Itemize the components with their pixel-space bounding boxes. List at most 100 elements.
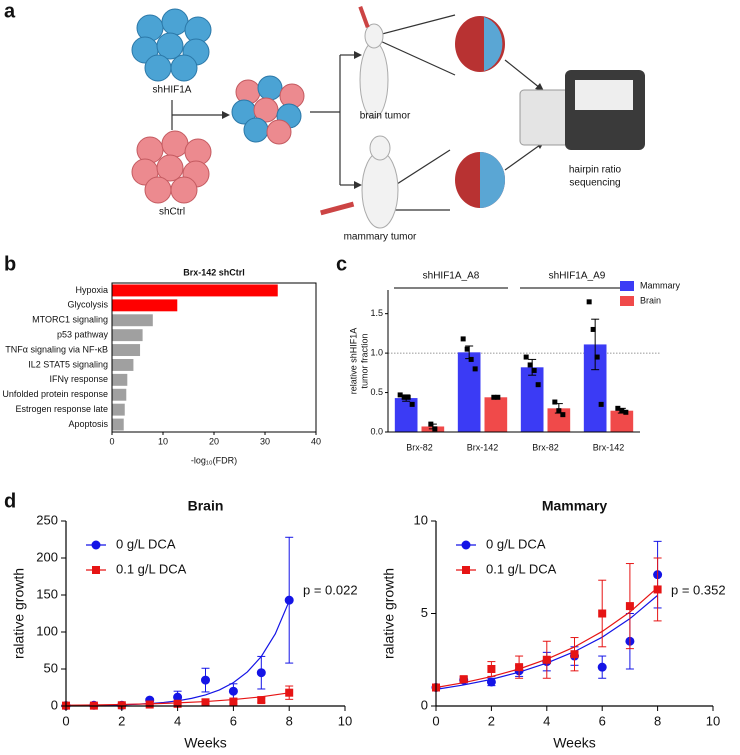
data-point [256,668,266,678]
x-tick-label: 2 [488,713,495,728]
y-axis-label: ralative growth [11,568,27,659]
data-point [257,696,266,705]
cells-red [131,130,212,204]
bar [112,329,143,342]
data-point [495,394,501,400]
x-axis-label: Weeks [553,735,596,751]
x-tick-label: 40 [311,436,321,446]
data-point [460,336,466,342]
x-axis-label: -log₁₀(FDR) [191,455,237,465]
data-point [285,688,294,697]
legend-label: Brain [640,295,661,305]
tumor-brain [455,16,505,72]
data-point [409,401,415,407]
mouse-mammary [320,135,399,229]
data-point [401,394,407,400]
panel-label: d [4,490,16,512]
group-label: shHIF1A_A9 [549,271,606,282]
data-point [229,697,238,706]
x-tick-label: Brx-142 [467,442,499,452]
x-axis-label: Weeks [184,735,227,751]
bar [112,418,124,431]
sequencer [519,70,645,150]
diagram-label: shHIF1A [153,85,192,96]
x-tick-label: 10 [158,436,168,446]
bar [112,403,125,416]
y-tick-label: 50 [44,660,58,675]
data-point [552,399,558,405]
data-point [515,663,524,672]
data-point [117,701,126,710]
diagram-label: mammary tumor [344,232,417,243]
group-label: shHIF1A_A8 [423,271,480,282]
data-point [625,602,634,611]
chart-title: Brain [188,498,224,514]
data-point [570,650,579,659]
y-tick-label: 0 [421,697,428,712]
data-point [284,595,294,605]
x-tick-label: 6 [230,713,237,728]
legend-label: 0.1 g/L DCA [486,561,557,576]
data-point [590,326,596,332]
y-tick-label: 100 [36,623,58,638]
x-tick-label: 2 [118,713,125,728]
data-point [432,426,438,432]
data-point [597,662,607,672]
bar [112,358,134,371]
annotation: p = 0.022 [303,582,358,597]
chart-title: Brx-142 shCtrl [183,267,245,277]
y-tick-label: 250 [36,512,58,527]
data-point [491,394,497,400]
data-point [542,655,551,664]
data-point [527,362,533,368]
legend-marker [91,540,101,550]
data-point [623,409,629,415]
x-tick-label: 0 [62,713,69,728]
data-point [397,392,403,398]
x-tick-label: 0 [432,713,439,728]
panel-label: b [4,253,16,275]
bar [112,344,141,357]
bar [112,284,278,297]
data-point [468,356,474,362]
panel-label: a [4,0,16,22]
y-tick-label: IL2 STAT5 signaling [28,359,108,369]
data-point [594,354,600,360]
y-tick-label: 0 [51,697,58,712]
panel-label: c [336,253,347,275]
x-tick-label: 0 [109,436,114,446]
y-tick-label: Estrogen response late [15,404,108,414]
data-point [228,686,238,696]
data-point [201,675,210,685]
y-tick-label: Hypoxia [75,285,108,295]
y-axis-label: ralative growth [381,568,397,659]
legend-label: Mammary [640,280,680,290]
cells-mixed [231,75,305,145]
data-point [560,412,566,418]
data-point [615,405,621,411]
tumor-mammary [455,152,505,208]
x-tick-label: 4 [174,713,181,728]
bar [112,373,128,386]
x-tick-label: 6 [599,713,606,728]
x-tick-label: 8 [286,713,293,728]
data-point [653,585,662,594]
x-tick-label: 30 [260,436,270,446]
data-point [586,299,592,305]
diagram: shHIF1A shCtrl brain tu [131,5,645,243]
data-point [201,698,210,707]
y-tick-label: 150 [36,586,58,601]
legend-marker [461,540,471,550]
y-tick-label: 5 [421,605,428,620]
y-tick-label: 10 [414,512,428,527]
legend-label: 0 g/L DCA [486,536,546,551]
y-tick-label: Glycolysis [67,300,108,310]
y-tick-label: 0.5 [370,387,383,397]
x-tick-label: Brx-82 [406,442,433,452]
data-point [173,692,183,702]
bar [112,388,127,401]
legend-label: 0 g/L DCA [116,536,176,551]
legend-swatch [620,296,634,306]
